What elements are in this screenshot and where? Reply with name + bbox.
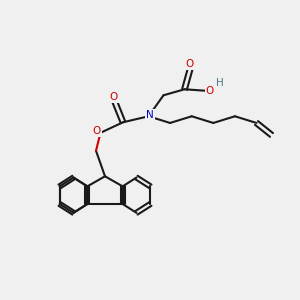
Text: O: O bbox=[206, 86, 214, 96]
Text: N: N bbox=[146, 110, 154, 120]
Text: O: O bbox=[93, 126, 101, 136]
Text: O: O bbox=[110, 92, 118, 102]
Text: H: H bbox=[216, 78, 224, 88]
Text: O: O bbox=[185, 59, 193, 69]
